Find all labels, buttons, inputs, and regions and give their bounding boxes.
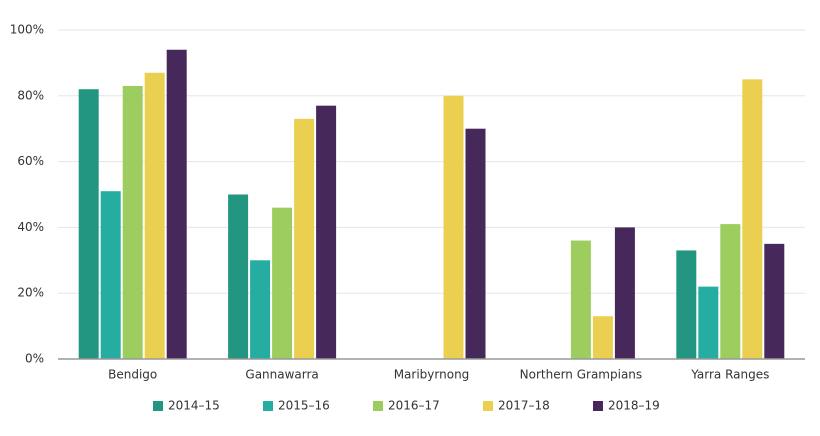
bar — [228, 194, 249, 359]
bar — [720, 224, 741, 359]
bar — [100, 191, 121, 359]
legend-swatch — [153, 401, 163, 411]
bar — [465, 128, 486, 359]
y-tick-label: 80% — [17, 88, 44, 102]
legend-label: 2017–18 — [498, 399, 550, 413]
legend-label: 2014–15 — [168, 399, 220, 413]
x-tick-label: Maribyrnong — [394, 368, 470, 382]
x-tick-label: Yarra Ranges — [690, 368, 769, 382]
y-tick-label: 40% — [17, 220, 44, 234]
bar — [764, 243, 785, 359]
legend-label: 2016–17 — [388, 399, 440, 413]
bar — [250, 260, 271, 359]
x-tick-label: Bendigo — [108, 368, 157, 382]
bar — [122, 85, 143, 360]
bar — [676, 250, 697, 359]
bar — [78, 89, 99, 359]
x-tick-label: Northern Grampians — [520, 368, 643, 382]
legend-swatch — [373, 401, 383, 411]
bar — [698, 286, 719, 359]
bar — [614, 227, 635, 359]
y-tick-label: 20% — [17, 286, 44, 300]
bar — [316, 105, 337, 359]
legend-swatch — [263, 401, 273, 411]
y-tick-label: 60% — [17, 154, 44, 168]
bar — [570, 240, 591, 359]
bar — [443, 95, 464, 360]
legend-label: 2018–19 — [608, 399, 660, 413]
x-tick-label: Gannawarra — [245, 368, 318, 382]
bar — [294, 118, 315, 359]
bar — [592, 316, 613, 359]
bar — [742, 79, 763, 359]
bar — [144, 72, 165, 360]
legend-swatch — [483, 401, 493, 411]
legend-label: 2015–16 — [278, 399, 330, 413]
legend-swatch — [593, 401, 603, 411]
bar — [166, 49, 187, 360]
bar — [272, 207, 293, 359]
y-tick-label: 100% — [10, 23, 44, 37]
y-tick-label: 0% — [25, 352, 44, 366]
